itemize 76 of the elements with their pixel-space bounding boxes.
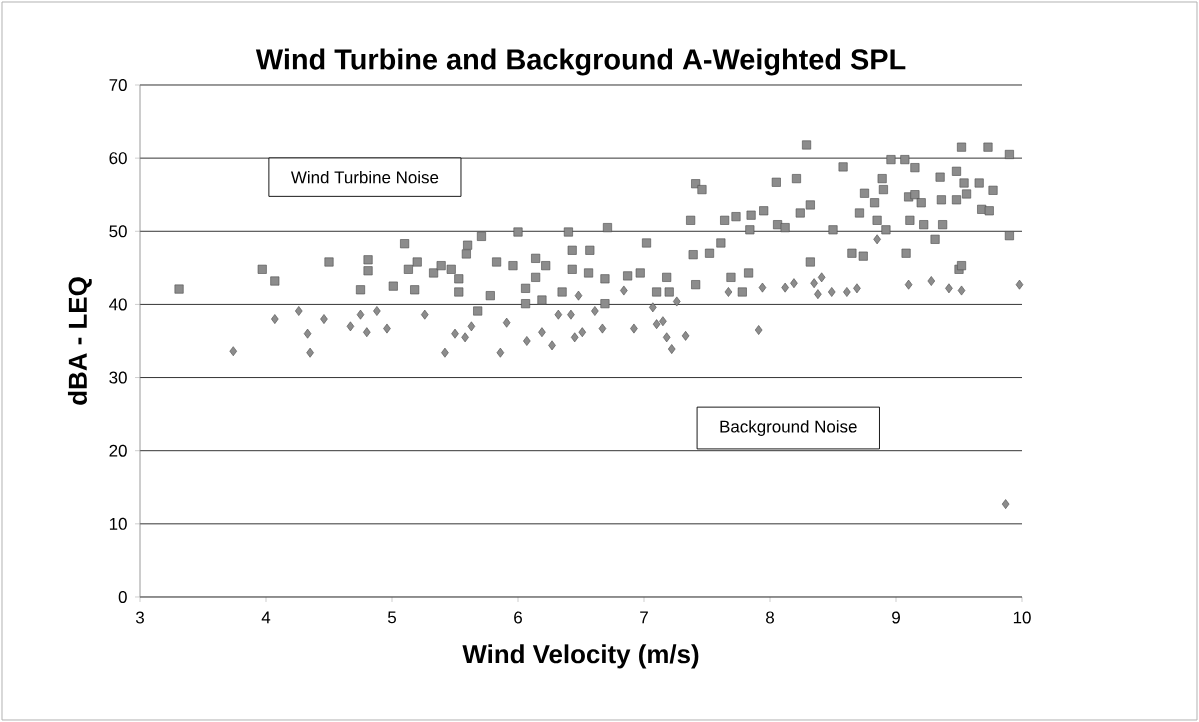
point bbox=[346, 321, 355, 332]
point bbox=[652, 319, 661, 330]
point bbox=[649, 302, 657, 313]
point bbox=[927, 276, 936, 286]
point bbox=[578, 327, 587, 338]
point bbox=[306, 347, 314, 358]
point bbox=[467, 321, 476, 332]
point bbox=[662, 332, 671, 343]
point bbox=[591, 306, 599, 316]
point bbox=[790, 278, 798, 289]
y-axis-title: dBA - LEQ bbox=[67, 277, 92, 405]
x-tick-label: 6 bbox=[514, 611, 522, 624]
point bbox=[904, 279, 913, 290]
x-tick-label: 8 bbox=[766, 611, 774, 624]
point bbox=[681, 330, 690, 341]
point bbox=[320, 314, 328, 324]
point bbox=[1015, 279, 1024, 290]
point bbox=[271, 314, 279, 324]
point bbox=[548, 340, 556, 351]
point bbox=[817, 272, 826, 283]
point bbox=[421, 309, 429, 320]
x-tick-label: 5 bbox=[387, 611, 396, 624]
point bbox=[659, 316, 667, 327]
point bbox=[303, 328, 312, 339]
y-tick-label: 30 bbox=[109, 371, 127, 384]
x-tick-label: 4 bbox=[261, 611, 271, 624]
point bbox=[451, 328, 459, 339]
point bbox=[814, 289, 822, 300]
y-tick-label: 50 bbox=[109, 225, 127, 238]
point bbox=[667, 344, 676, 354]
y-tick-label: 10 bbox=[109, 517, 127, 530]
point bbox=[570, 332, 579, 343]
y-tick-label: 0 bbox=[118, 590, 127, 603]
x-tick-label: 9 bbox=[892, 611, 900, 624]
point bbox=[758, 282, 767, 293]
point bbox=[229, 346, 237, 357]
point bbox=[554, 309, 563, 320]
point bbox=[461, 332, 469, 343]
point bbox=[567, 309, 575, 320]
point bbox=[673, 296, 681, 307]
point bbox=[356, 309, 365, 320]
point bbox=[598, 323, 607, 334]
annotation: Background Noise bbox=[720, 420, 857, 436]
chart-title: Wind Turbine and Background A-Weighted SPL bbox=[255, 48, 906, 76]
point bbox=[363, 327, 371, 338]
point bbox=[502, 317, 511, 328]
x-tick-label: 7 bbox=[640, 611, 648, 624]
point bbox=[1001, 499, 1010, 509]
point bbox=[538, 327, 546, 338]
point bbox=[724, 287, 733, 297]
point bbox=[873, 234, 881, 245]
annotation: Wind Turbine Noise bbox=[290, 170, 439, 184]
point bbox=[957, 285, 966, 296]
point bbox=[945, 283, 953, 294]
point bbox=[754, 325, 763, 335]
y-tick-label: 60 bbox=[109, 152, 127, 165]
point bbox=[828, 287, 836, 297]
point bbox=[630, 323, 638, 334]
x-axis-title: Wind Velocity (m/s) bbox=[462, 644, 699, 669]
point bbox=[781, 282, 789, 293]
point bbox=[496, 347, 505, 358]
y-tick-label: 70 bbox=[109, 78, 127, 91]
point bbox=[383, 323, 391, 334]
point bbox=[574, 290, 583, 301]
y-tick-label: 20 bbox=[109, 444, 127, 457]
point bbox=[441, 347, 449, 358]
y-tick-label: 40 bbox=[109, 298, 127, 311]
point bbox=[523, 336, 531, 346]
x-tick-label: 3 bbox=[135, 611, 144, 624]
point bbox=[620, 285, 628, 296]
x-tick-label: 10 bbox=[1013, 611, 1031, 624]
point bbox=[853, 283, 861, 294]
point bbox=[295, 306, 303, 316]
point bbox=[373, 306, 381, 316]
point bbox=[810, 278, 818, 289]
point bbox=[843, 287, 851, 297]
